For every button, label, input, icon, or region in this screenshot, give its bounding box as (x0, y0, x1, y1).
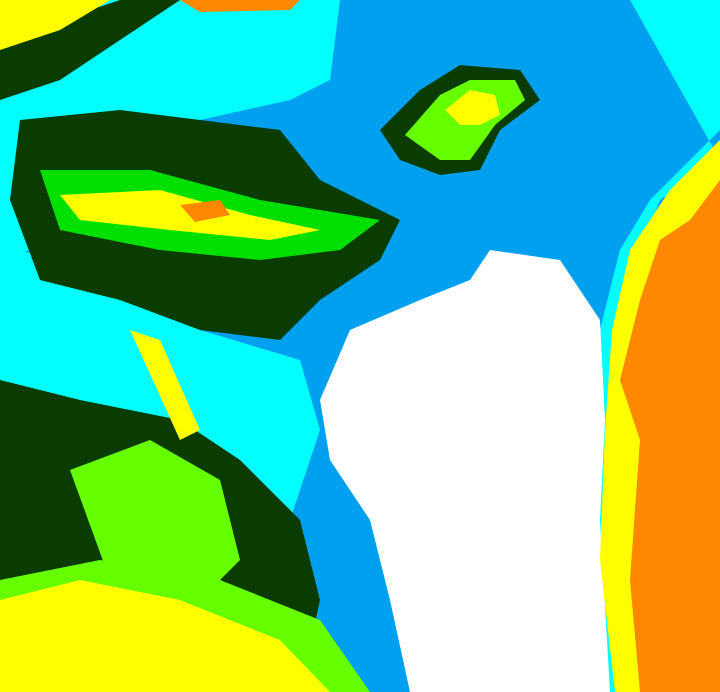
green-region-lower (70, 440, 240, 600)
white-region (320, 250, 610, 692)
orange-region-right (620, 180, 720, 692)
yellow-diagonal-streak (130, 330, 200, 440)
yellow-region-bottom (0, 580, 330, 692)
yellow-island (445, 90, 500, 125)
yellow-region-top-left (0, 0, 110, 50)
orange-region-top (180, 0, 300, 12)
orange-region-mid (180, 200, 230, 222)
